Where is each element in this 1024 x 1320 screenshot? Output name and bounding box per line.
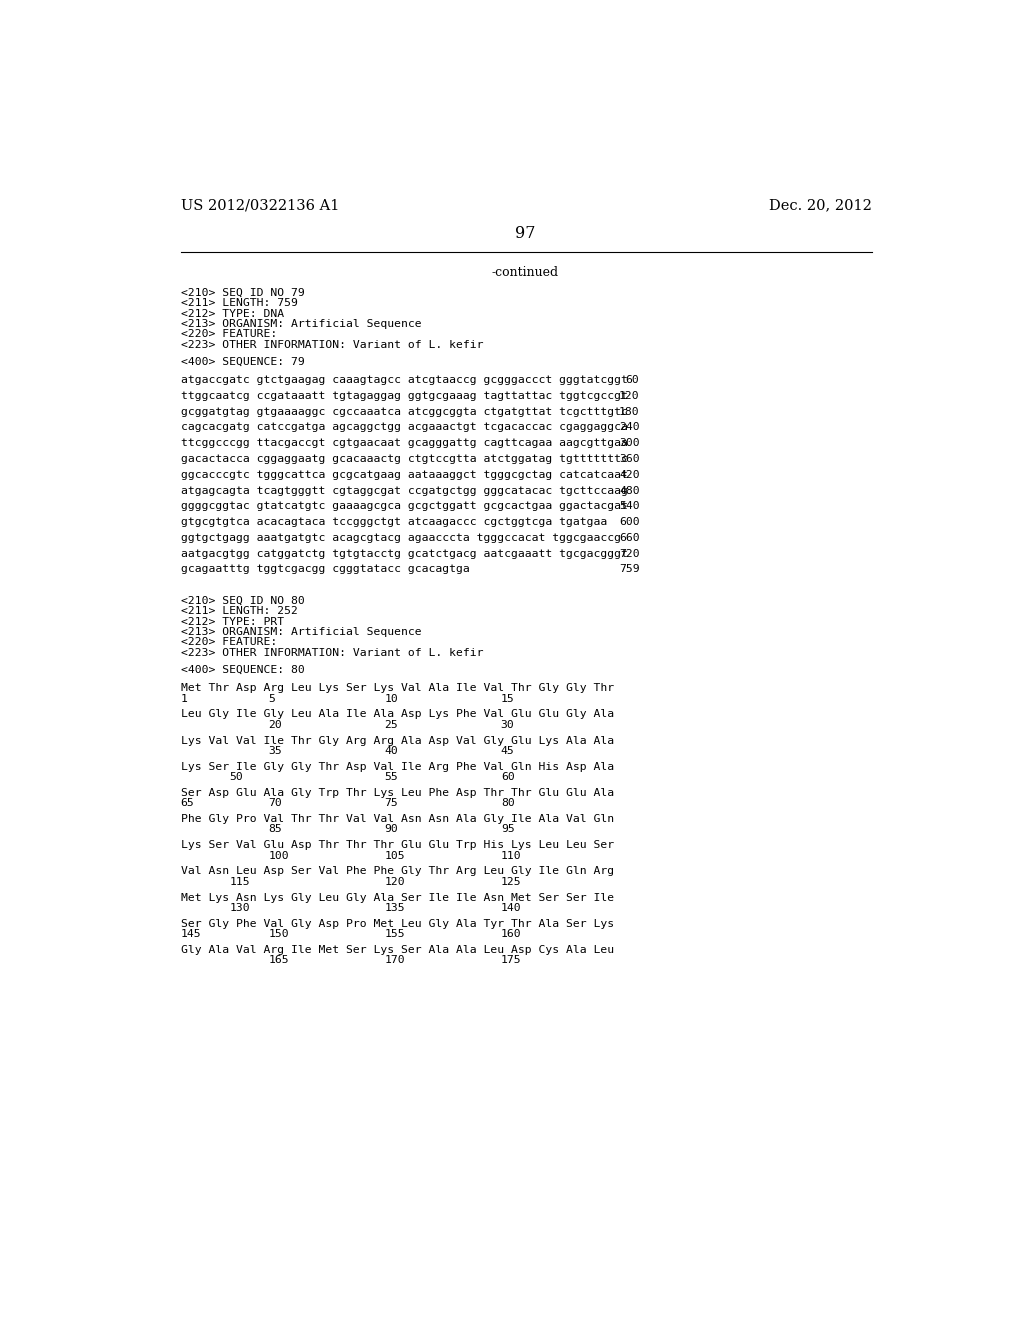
Text: <211> LENGTH: 759: <211> LENGTH: 759	[180, 298, 298, 308]
Text: 85: 85	[268, 825, 282, 834]
Text: 20: 20	[268, 719, 282, 730]
Text: 60: 60	[501, 772, 514, 783]
Text: 165: 165	[268, 956, 289, 965]
Text: <211> LENGTH: 252: <211> LENGTH: 252	[180, 606, 298, 616]
Text: 120: 120	[618, 391, 640, 401]
Text: Val Asn Leu Asp Ser Val Phe Phe Gly Thr Arg Leu Gly Ile Gln Arg: Val Asn Leu Asp Ser Val Phe Phe Gly Thr …	[180, 866, 613, 876]
Text: <220> FEATURE:: <220> FEATURE:	[180, 330, 276, 339]
Text: 5: 5	[268, 693, 275, 704]
Text: Ser Asp Glu Ala Gly Trp Thr Lys Leu Phe Asp Thr Thr Glu Glu Ala: Ser Asp Glu Ala Gly Trp Thr Lys Leu Phe …	[180, 788, 613, 797]
Text: <210> SEQ ID NO 80: <210> SEQ ID NO 80	[180, 595, 304, 606]
Text: 35: 35	[268, 746, 282, 756]
Text: Lys Val Val Ile Thr Gly Arg Arg Ala Asp Val Gly Glu Lys Ala Ala: Lys Val Val Ile Thr Gly Arg Arg Ala Asp …	[180, 735, 613, 746]
Text: US 2012/0322136 A1: US 2012/0322136 A1	[180, 198, 339, 213]
Text: 90: 90	[385, 825, 398, 834]
Text: 120: 120	[385, 876, 406, 887]
Text: 170: 170	[385, 956, 406, 965]
Text: Met Thr Asp Arg Leu Lys Ser Lys Val Ala Ile Val Thr Gly Gly Thr: Met Thr Asp Arg Leu Lys Ser Lys Val Ala …	[180, 684, 613, 693]
Text: Dec. 20, 2012: Dec. 20, 2012	[769, 198, 872, 213]
Text: 97: 97	[514, 224, 536, 242]
Text: 100: 100	[268, 850, 289, 861]
Text: 480: 480	[618, 486, 640, 495]
Text: cagcacgatg catccgatga agcaggctgg acgaaactgt tcgacaccac cgaggaggca: cagcacgatg catccgatga agcaggctgg acgaaac…	[180, 422, 628, 433]
Text: ttcggcccgg ttacgaccgt cgtgaacaat gcagggattg cagttcagaa aagcgttgaa: ttcggcccgg ttacgaccgt cgtgaacaat gcaggga…	[180, 438, 628, 449]
Text: ggtgctgagg aaatgatgtc acagcgtacg agaacccta tgggccacat tggcgaaccg: ggtgctgagg aaatgatgtc acagcgtacg agaaccc…	[180, 533, 621, 543]
Text: 540: 540	[618, 502, 640, 511]
Text: 50: 50	[229, 772, 244, 783]
Text: gacactacca cggaggaatg gcacaaactg ctgtccgtta atctggatag tgtttttttc: gacactacca cggaggaatg gcacaaactg ctgtccg…	[180, 454, 628, 465]
Text: Lys Ser Ile Gly Gly Thr Asp Val Ile Arg Phe Val Gln His Asp Ala: Lys Ser Ile Gly Gly Thr Asp Val Ile Arg …	[180, 762, 613, 772]
Text: gcggatgtag gtgaaaaggc cgccaaatca atcggcggta ctgatgttat tcgctttgtc: gcggatgtag gtgaaaaggc cgccaaatca atcggcg…	[180, 407, 628, 417]
Text: <212> TYPE: DNA: <212> TYPE: DNA	[180, 309, 284, 318]
Text: 180: 180	[618, 407, 640, 417]
Text: <223> OTHER INFORMATION: Variant of L. kefir: <223> OTHER INFORMATION: Variant of L. k…	[180, 339, 483, 350]
Text: 25: 25	[385, 719, 398, 730]
Text: <212> TYPE: PRT: <212> TYPE: PRT	[180, 616, 284, 627]
Text: gcagaatttg tggtcgacgg cgggtatacc gcacagtga: gcagaatttg tggtcgacgg cgggtatacc gcacagt…	[180, 565, 469, 574]
Text: ttggcaatcg ccgataaatt tgtagaggag ggtgcgaaag tagttattac tggtcgccgt: ttggcaatcg ccgataaatt tgtagaggag ggtgcga…	[180, 391, 628, 401]
Text: 155: 155	[385, 929, 406, 940]
Text: 105: 105	[385, 850, 406, 861]
Text: ggggcggtac gtatcatgtc gaaaagcgca gcgctggatt gcgcactgaa ggactacgat: ggggcggtac gtatcatgtc gaaaagcgca gcgctgg…	[180, 502, 628, 511]
Text: 175: 175	[501, 956, 521, 965]
Text: -continued: -continued	[492, 267, 558, 280]
Text: 115: 115	[229, 876, 250, 887]
Text: 240: 240	[618, 422, 640, 433]
Text: 720: 720	[618, 549, 640, 558]
Text: 75: 75	[385, 799, 398, 808]
Text: Gly Ala Val Arg Ile Met Ser Lys Ser Ala Ala Leu Asp Cys Ala Leu: Gly Ala Val Arg Ile Met Ser Lys Ser Ala …	[180, 945, 613, 954]
Text: 70: 70	[268, 799, 282, 808]
Text: <220> FEATURE:: <220> FEATURE:	[180, 638, 276, 647]
Text: 150: 150	[268, 929, 289, 940]
Text: <210> SEQ ID NO 79: <210> SEQ ID NO 79	[180, 288, 304, 298]
Text: 160: 160	[501, 929, 521, 940]
Text: Leu Gly Ile Gly Leu Ala Ile Ala Asp Lys Phe Val Glu Glu Gly Ala: Leu Gly Ile Gly Leu Ala Ile Ala Asp Lys …	[180, 709, 613, 719]
Text: ggcacccgtc tgggcattca gcgcatgaag aataaaggct tgggcgctag catcatcaat: ggcacccgtc tgggcattca gcgcatgaag aataaag…	[180, 470, 628, 479]
Text: 95: 95	[501, 825, 514, 834]
Text: 65: 65	[180, 799, 195, 808]
Text: 759: 759	[618, 565, 640, 574]
Text: Met Lys Asn Lys Gly Leu Gly Ala Ser Ile Ile Asn Met Ser Ser Ile: Met Lys Asn Lys Gly Leu Gly Ala Ser Ile …	[180, 892, 613, 903]
Text: <400> SEQUENCE: 79: <400> SEQUENCE: 79	[180, 356, 304, 367]
Text: atgagcagta tcagtgggtt cgtaggcgat ccgatgctgg gggcatacac tgcttccaag: atgagcagta tcagtgggtt cgtaggcgat ccgatgc…	[180, 486, 628, 495]
Text: 1: 1	[180, 693, 187, 704]
Text: <400> SEQUENCE: 80: <400> SEQUENCE: 80	[180, 664, 304, 675]
Text: Lys Ser Val Glu Asp Thr Thr Thr Glu Glu Trp His Lys Leu Leu Ser: Lys Ser Val Glu Asp Thr Thr Thr Glu Glu …	[180, 841, 613, 850]
Text: 420: 420	[618, 470, 640, 479]
Text: Ser Gly Phe Val Gly Asp Pro Met Leu Gly Ala Tyr Thr Ala Ser Lys: Ser Gly Phe Val Gly Asp Pro Met Leu Gly …	[180, 919, 613, 929]
Text: 300: 300	[618, 438, 640, 449]
Text: atgaccgatc gtctgaagag caaagtagcc atcgtaaccg gcgggaccct gggtatcggt: atgaccgatc gtctgaagag caaagtagcc atcgtaa…	[180, 375, 628, 385]
Text: 45: 45	[501, 746, 514, 756]
Text: Phe Gly Pro Val Thr Thr Val Val Asn Asn Ala Gly Ile Ala Val Gln: Phe Gly Pro Val Thr Thr Val Val Asn Asn …	[180, 814, 613, 824]
Text: 140: 140	[501, 903, 521, 913]
Text: 10: 10	[385, 693, 398, 704]
Text: <213> ORGANISM: Artificial Sequence: <213> ORGANISM: Artificial Sequence	[180, 627, 421, 638]
Text: 135: 135	[385, 903, 406, 913]
Text: 110: 110	[501, 850, 521, 861]
Text: gtgcgtgtca acacagtaca tccgggctgt atcaagaccc cgctggtcga tgatgaa: gtgcgtgtca acacagtaca tccgggctgt atcaaga…	[180, 517, 607, 527]
Text: 145: 145	[180, 929, 202, 940]
Text: 125: 125	[501, 876, 521, 887]
Text: 30: 30	[501, 719, 514, 730]
Text: 80: 80	[501, 799, 514, 808]
Text: aatgacgtgg catggatctg tgtgtacctg gcatctgacg aatcgaaatt tgcgacgggt: aatgacgtgg catggatctg tgtgtacctg gcatctg…	[180, 549, 628, 558]
Text: 660: 660	[618, 533, 640, 543]
Text: 55: 55	[385, 772, 398, 783]
Text: <223> OTHER INFORMATION: Variant of L. kefir: <223> OTHER INFORMATION: Variant of L. k…	[180, 648, 483, 657]
Text: <213> ORGANISM: Artificial Sequence: <213> ORGANISM: Artificial Sequence	[180, 319, 421, 329]
Text: 360: 360	[618, 454, 640, 465]
Text: 40: 40	[385, 746, 398, 756]
Text: 15: 15	[501, 693, 514, 704]
Text: 60: 60	[626, 375, 640, 385]
Text: 600: 600	[618, 517, 640, 527]
Text: 130: 130	[229, 903, 250, 913]
